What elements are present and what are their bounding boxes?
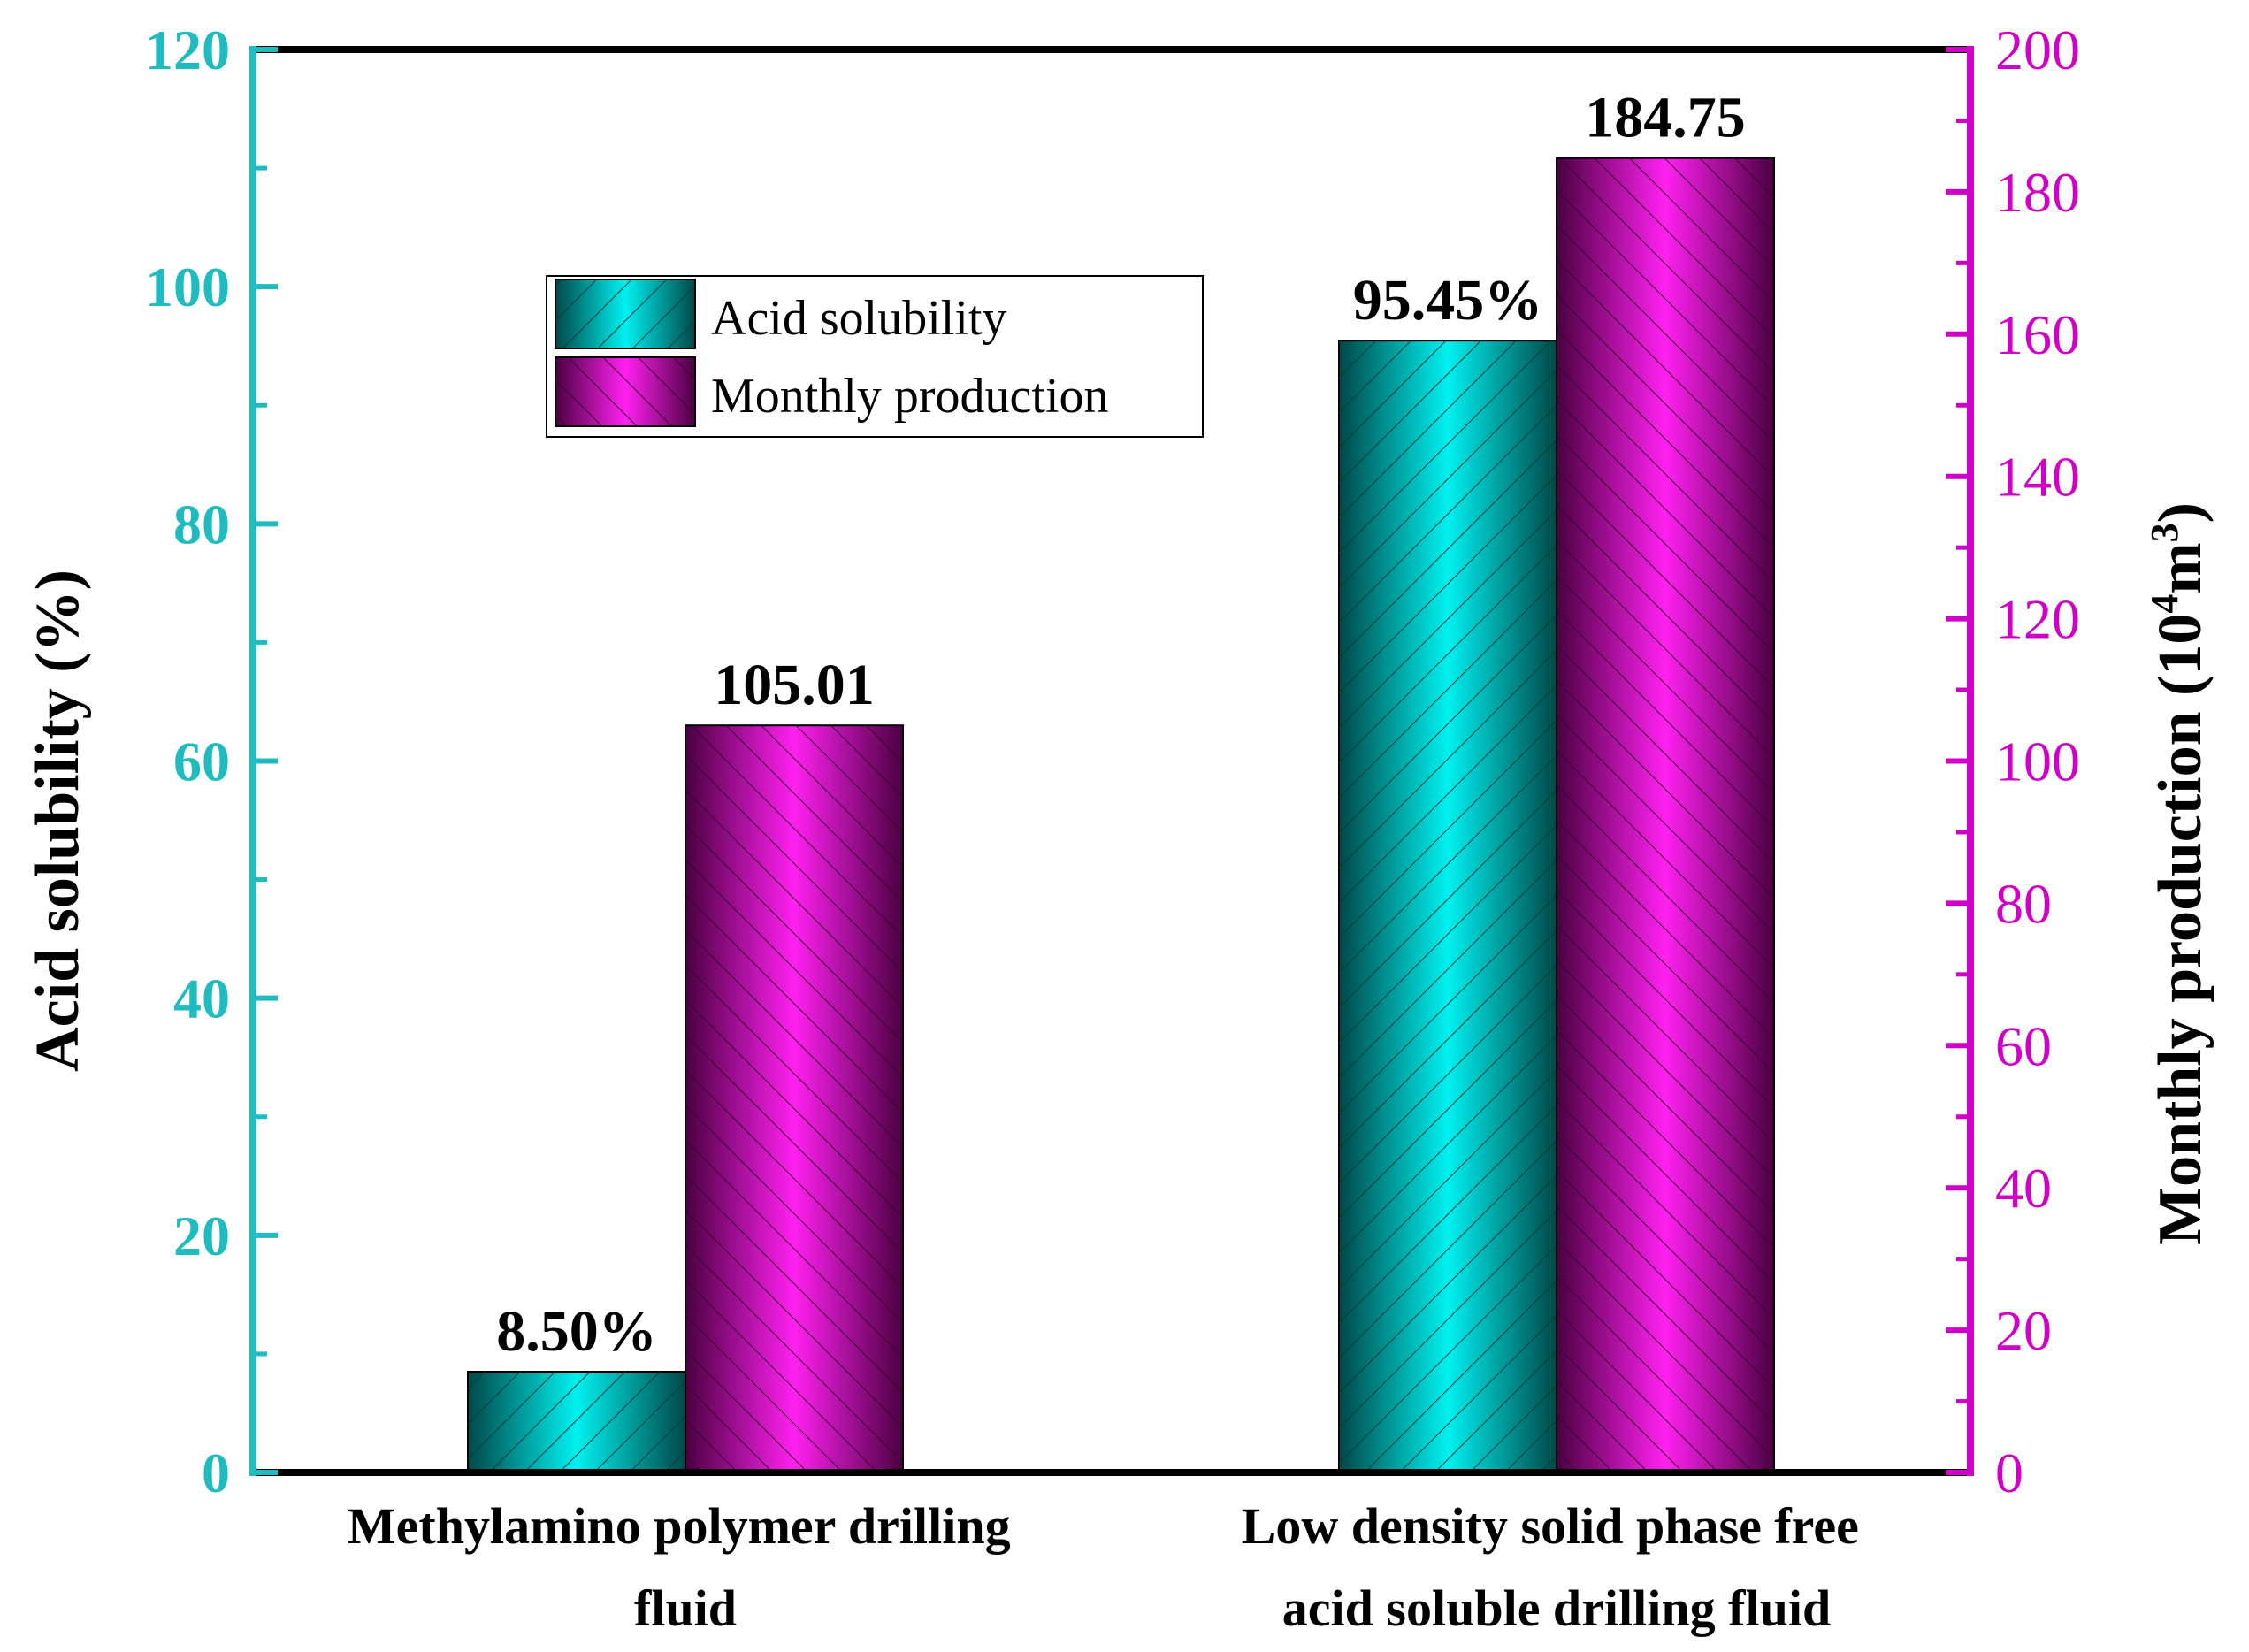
right-axis-title-mid: m [2146, 542, 2215, 593]
right-axis-title-sup1: 4 [2143, 594, 2186, 614]
right-tick-label: 140 [1995, 446, 2080, 509]
right-axis-title-main: Monthly production (10 [2146, 614, 2215, 1245]
left-tick-label: 0 [202, 1442, 230, 1504]
category-label-low-density-line1: Low density solid phase free [1242, 1497, 1859, 1555]
category-label-low-density: Low density solid phase free acid solubl… [1242, 1497, 1872, 1637]
right-tick-label: 40 [1995, 1157, 2052, 1220]
left-tick-label: 60 [173, 730, 230, 793]
labels-group: 8.50% 105.01 95.45% 184.75 [496, 86, 1746, 1364]
right-axis-title-end: ) [2146, 502, 2215, 523]
right-tick-label: 60 [1995, 1014, 2052, 1077]
legend-label-acid-solubility: Acid solubility [711, 291, 1006, 346]
category-label-methylamino-line2: fluid [634, 1579, 737, 1637]
left-tick-label: 40 [173, 967, 230, 1030]
legend-label-monthly-production: Monthly production [711, 369, 1109, 424]
left-tick-label: 100 [145, 256, 230, 318]
right-tick-label: 100 [1995, 730, 2080, 793]
data-label-monthly-production: 184.75 [1585, 86, 1746, 150]
right-tick-label: 80 [1995, 872, 2052, 935]
data-label-acid-solubility: 8.50% [496, 1299, 657, 1364]
left-axis-title: Acid solubility (%) [24, 570, 92, 1072]
legend: Acid solubility Monthly production [546, 275, 1204, 438]
bar-monthly-production-hatch [1557, 157, 1774, 1472]
right-tick-label: 120 [1995, 588, 2080, 651]
bar-monthly-production-hatch [685, 725, 903, 1472]
left-tick-label: 120 [145, 19, 230, 81]
right-axis-title: Monthly production (104m3) [2143, 502, 2215, 1245]
category-label-methylamino-line1: Methylamino polymer drilling [348, 1497, 1011, 1555]
legend-swatch-monthly-production-hatch [555, 357, 695, 426]
right-tick-label: 0 [1995, 1442, 2023, 1504]
right-tick-label: 180 [1995, 161, 2080, 224]
left-tick-label: 80 [173, 493, 230, 555]
bars-group [467, 157, 1775, 1474]
legend-swatch-acid-solubility-hatch [555, 279, 695, 348]
right-tick-label: 200 [1995, 19, 2080, 81]
right-axis-title-sup2: 3 [2143, 523, 2186, 542]
category-label-low-density-line2: acid soluble drilling fluid [1282, 1579, 1831, 1637]
axes-group: 0 20 40 60 80 100 120 0 20 40 60 80 100 120 140 160 180 2… [145, 19, 2080, 1504]
right-tick-label: 20 [1995, 1299, 2052, 1362]
category-label-methylamino: Methylamino polymer drilling fluid [348, 1497, 1023, 1637]
bar-acid-solubility-hatch [1339, 340, 1557, 1473]
bar-acid-solubility-hatch [468, 1372, 685, 1472]
left-tick-label: 20 [173, 1205, 230, 1267]
right-tick-label: 160 [1995, 303, 2080, 366]
data-label-acid-solubility: 95.45% [1353, 268, 1543, 333]
data-label-monthly-production: 105.01 [714, 653, 875, 717]
